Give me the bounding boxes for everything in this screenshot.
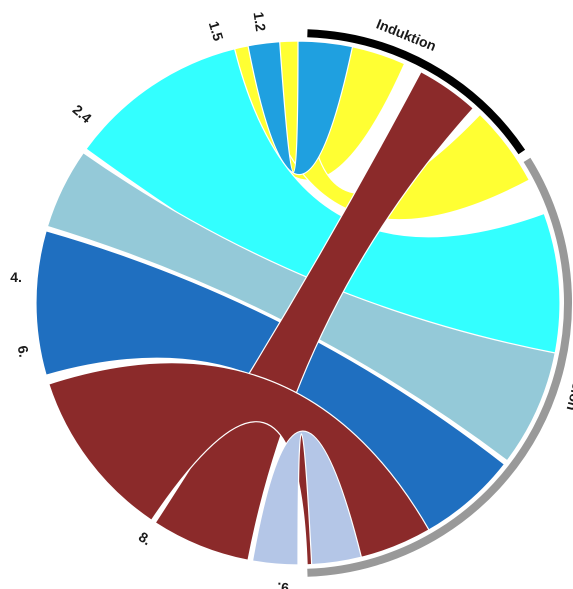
group-label-g15: 1.5: [206, 19, 227, 42]
group-arc-g9: [251, 569, 298, 573]
group-arc-g15: [242, 33, 284, 39]
group-label-g8: 8.: [136, 529, 155, 549]
group-arcs: [242, 29, 573, 577]
chord-g9-depression: [251, 430, 363, 566]
group-arc-depression: [307, 157, 573, 577]
chord-g8-induktion: [154, 70, 475, 561]
chord-g15-induktion: [247, 40, 354, 176]
group-arc-induktion: [307, 29, 526, 155]
group-label-g12: 1.2: [251, 11, 270, 33]
chord-ribbons: [35, 40, 561, 566]
group-label-g4: 4.: [10, 269, 22, 285]
group-label-g24: 2.4: [70, 101, 95, 126]
group-label-g6: 6.: [15, 344, 33, 358]
group-label-g9: 9.: [277, 580, 290, 589]
